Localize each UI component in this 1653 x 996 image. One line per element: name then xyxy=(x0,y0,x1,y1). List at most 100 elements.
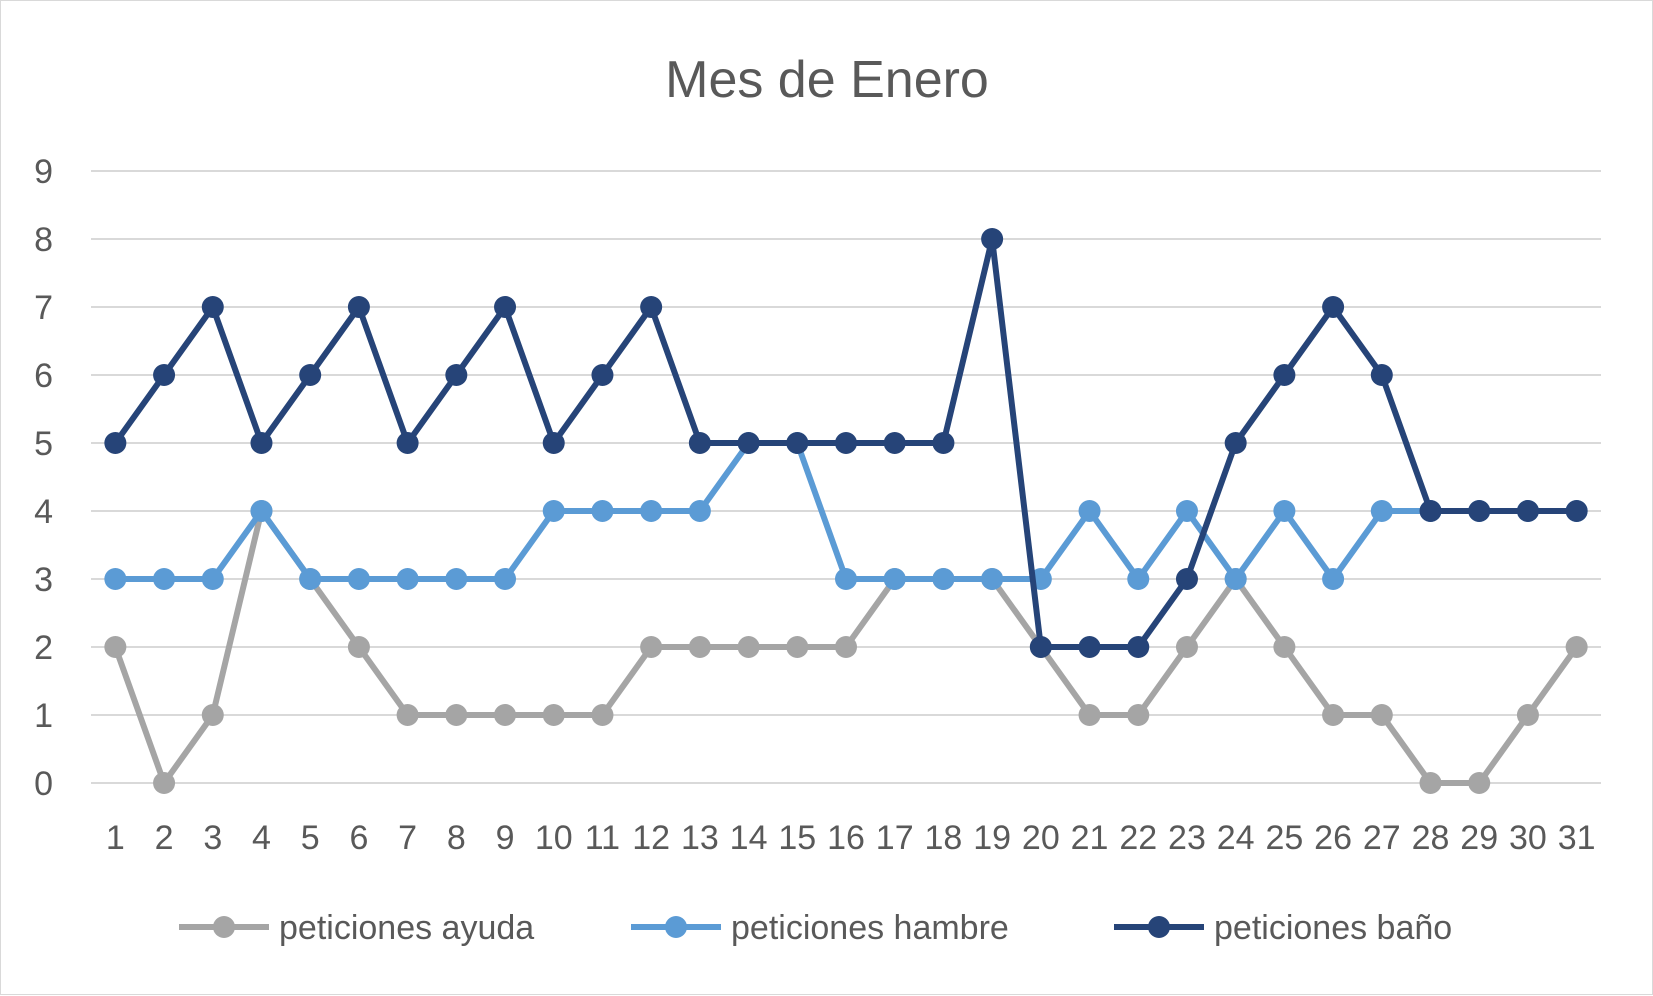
data-point xyxy=(688,500,711,522)
x-tick-label: 13 xyxy=(681,819,719,857)
y-tick-label: 5 xyxy=(34,425,53,463)
x-tick-label: 7 xyxy=(398,819,417,857)
data-point xyxy=(201,296,224,318)
data-point xyxy=(1127,704,1150,726)
data-point xyxy=(347,636,370,658)
data-point xyxy=(1468,500,1491,522)
legend-label: peticiones hambre xyxy=(731,909,1009,947)
data-point xyxy=(445,568,468,590)
x-tick-label: 4 xyxy=(252,819,271,857)
data-point xyxy=(835,568,857,590)
data-point xyxy=(883,432,906,454)
y-tick-label: 9 xyxy=(34,153,53,191)
x-tick-label: 27 xyxy=(1363,819,1401,857)
data-point xyxy=(883,568,906,590)
legend-item: peticiones baño xyxy=(1114,909,1452,947)
data-point xyxy=(688,432,711,454)
data-point xyxy=(396,432,419,454)
y-tick-label: 1 xyxy=(34,697,53,735)
data-point xyxy=(1078,500,1101,522)
data-point xyxy=(1273,500,1296,522)
x-tick-label: 15 xyxy=(778,819,816,857)
data-point xyxy=(201,704,224,726)
data-point xyxy=(1370,704,1393,726)
data-point xyxy=(1127,636,1150,658)
y-tick-label: 6 xyxy=(34,357,53,395)
data-point xyxy=(104,568,127,590)
y-tick-label: 8 xyxy=(34,221,53,259)
legend-marker xyxy=(665,916,687,938)
x-tick-label: 9 xyxy=(496,819,515,857)
data-point xyxy=(250,500,273,522)
x-tick-label: 1 xyxy=(106,819,125,857)
x-tick-label: 3 xyxy=(203,819,222,857)
chart-title: Mes de Enero xyxy=(665,51,989,109)
data-point xyxy=(542,704,565,726)
data-point xyxy=(1127,568,1150,590)
data-point xyxy=(153,772,176,794)
x-tick-label: 20 xyxy=(1022,819,1060,857)
data-point xyxy=(347,296,370,318)
data-point xyxy=(981,568,1004,590)
data-point xyxy=(1516,500,1539,522)
x-tick-label: 14 xyxy=(730,819,768,857)
x-tick-label: 6 xyxy=(349,819,368,857)
data-point xyxy=(1078,636,1101,658)
x-tick-label: 11 xyxy=(585,819,620,857)
data-point xyxy=(1565,500,1588,522)
data-point xyxy=(445,364,468,386)
data-point xyxy=(1468,772,1491,794)
data-point xyxy=(250,432,273,454)
x-tick-label: 22 xyxy=(1119,819,1157,857)
x-tick-label: 28 xyxy=(1412,819,1450,857)
data-point xyxy=(542,500,565,522)
x-tick-label: 16 xyxy=(827,819,865,857)
y-tick-label: 7 xyxy=(34,289,53,327)
data-point xyxy=(299,364,322,386)
x-tick-label: 21 xyxy=(1071,819,1109,857)
x-tick-label: 23 xyxy=(1168,819,1206,857)
data-point xyxy=(1370,364,1393,386)
x-tick-label: 30 xyxy=(1509,819,1547,857)
legend-item: peticiones ayuda xyxy=(179,909,534,947)
data-point xyxy=(299,568,322,590)
data-point xyxy=(153,364,176,386)
series-lines xyxy=(104,228,1588,794)
x-tick-label: 29 xyxy=(1460,819,1498,857)
x-tick-label: 25 xyxy=(1265,819,1303,857)
data-point xyxy=(1516,704,1539,726)
data-point xyxy=(494,704,517,726)
data-point xyxy=(1273,636,1296,658)
y-tick-label: 4 xyxy=(34,493,53,531)
data-point xyxy=(1175,636,1198,658)
data-point xyxy=(591,500,614,522)
legend-item: peticiones hambre xyxy=(631,909,1009,947)
data-point xyxy=(591,704,614,726)
x-tick-label: 12 xyxy=(632,819,670,857)
x-tick-label: 31 xyxy=(1558,819,1596,857)
data-point xyxy=(1078,704,1101,726)
legend-label: peticiones ayuda xyxy=(279,909,534,947)
data-point xyxy=(494,296,517,318)
data-point xyxy=(932,568,955,590)
data-point xyxy=(1224,432,1247,454)
data-point xyxy=(445,704,468,726)
data-point xyxy=(542,432,565,454)
data-point xyxy=(396,704,419,726)
data-point xyxy=(1175,568,1198,590)
data-point xyxy=(786,432,809,454)
y-axis-ticks: 0 1 2 3 4 5 6 7 8 9 xyxy=(34,153,53,803)
data-point xyxy=(1273,364,1296,386)
data-point xyxy=(835,636,857,658)
y-tick-label: 2 xyxy=(34,629,53,667)
data-point xyxy=(640,636,663,658)
legend: peticiones ayuda peticiones hambre peticio… xyxy=(179,909,1452,947)
y-tick-label: 0 xyxy=(34,765,53,803)
data-point xyxy=(201,568,224,590)
data-point xyxy=(104,432,127,454)
data-point xyxy=(1175,500,1198,522)
x-tick-label: 19 xyxy=(973,819,1011,857)
y-tick-label: 3 xyxy=(34,561,53,599)
data-point xyxy=(1565,636,1588,658)
